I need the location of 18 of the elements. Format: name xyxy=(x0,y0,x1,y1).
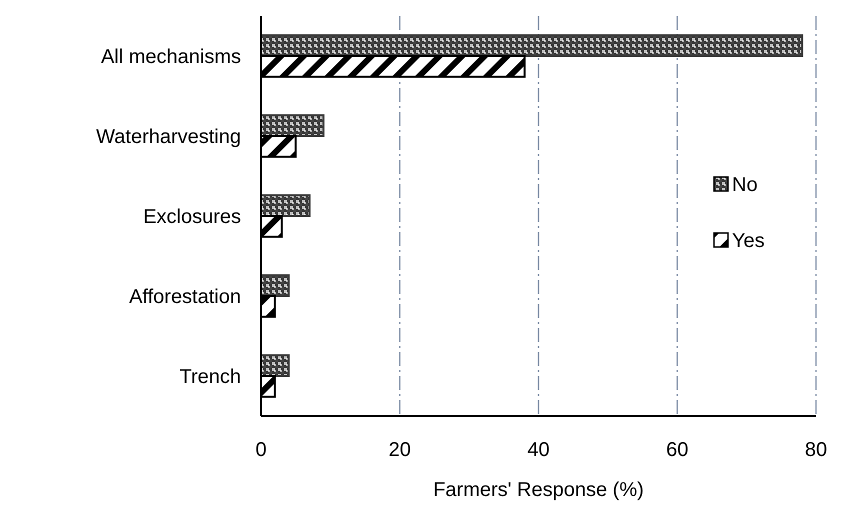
legend-label: Yes xyxy=(732,230,765,252)
x-tick-label: 20 xyxy=(388,439,411,461)
x-tick-label: 80 xyxy=(804,439,828,461)
x-tick-label: 60 xyxy=(666,439,688,461)
y-tick-label: Trench xyxy=(179,366,241,388)
y-tick-label: Afforestation xyxy=(129,286,241,308)
x-tick-label: 0 xyxy=(255,439,267,461)
legend-label: No xyxy=(732,174,758,196)
bar xyxy=(260,114,324,137)
y-tick-label: Waterharvesting xyxy=(96,126,241,148)
bar xyxy=(260,354,290,377)
x-tick-label: 40 xyxy=(527,439,550,461)
y-tick-label: Exclosures xyxy=(143,206,241,228)
bar xyxy=(260,34,804,57)
x-axis-title: Farmers' Response (%) xyxy=(433,479,644,501)
bar xyxy=(260,274,290,297)
y-tick-label: All mechanisms xyxy=(100,46,241,68)
bar xyxy=(260,194,311,217)
